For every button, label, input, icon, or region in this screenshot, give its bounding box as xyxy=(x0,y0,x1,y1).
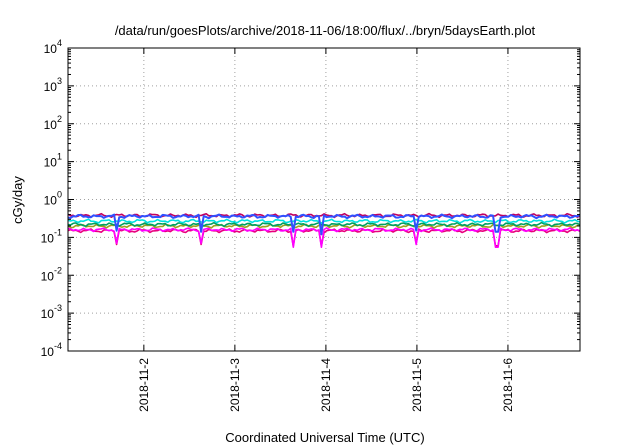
y-tick-exponent: -2 xyxy=(54,265,62,275)
y-tick-base: 10 xyxy=(41,307,55,321)
y-tick-exponent: 0 xyxy=(57,190,62,200)
y-tick-label: 10-4 xyxy=(41,341,62,359)
x-axis-label: Coordinated Universal Time (UTC) xyxy=(225,430,424,445)
y-tick-exponent: -3 xyxy=(54,303,62,313)
series-layer xyxy=(67,212,581,248)
series-line xyxy=(67,213,581,236)
y-tick-exponent: 2 xyxy=(57,114,62,124)
y-tick-label: 10-2 xyxy=(41,265,62,283)
y-tick-base: 10 xyxy=(41,345,55,359)
y-tick-base: 10 xyxy=(41,269,55,283)
chart-title: /data/run/goesPlots/archive/2018-11-06/1… xyxy=(115,23,536,38)
y-tick-base: 10 xyxy=(44,118,58,132)
y-tick-base: 10 xyxy=(44,194,58,208)
y-tick-exponent: -1 xyxy=(54,227,62,237)
x-tick-label: 2018-11-6 xyxy=(501,358,515,412)
y-tick-base: 10 xyxy=(44,80,58,94)
y-axis-label: cGy/day xyxy=(10,176,25,224)
y-tick-exponent: 1 xyxy=(57,152,62,162)
y-tick-label: 10-3 xyxy=(41,303,62,321)
y-tick-label: 101 xyxy=(44,152,62,170)
y-tick-label: 10-1 xyxy=(41,227,62,245)
x-tick-label: 2018-11-2 xyxy=(137,358,151,412)
x-tick-label: 2018-11-5 xyxy=(410,358,424,412)
grid xyxy=(68,48,580,351)
x-tick-label: 2018-11-3 xyxy=(228,358,242,412)
y-tick-base: 10 xyxy=(44,42,58,56)
y-tick-base: 10 xyxy=(44,156,58,170)
y-tick-exponent: 3 xyxy=(57,76,62,86)
y-tick-label: 100 xyxy=(44,190,62,208)
series-line xyxy=(67,227,581,248)
ticks xyxy=(68,47,580,352)
y-tick-base: 10 xyxy=(41,231,55,245)
y-tick-label: 103 xyxy=(44,76,62,94)
y-tick-exponent: -4 xyxy=(54,341,62,351)
y-tick-label: 104 xyxy=(44,38,62,56)
y-tick-exponent: 4 xyxy=(57,38,62,48)
x-tick-labels: 2018-11-2 2018-11-3 2018-11-4 2018-11-5 2018… xyxy=(137,358,515,412)
y-tick-label: 102 xyxy=(44,114,62,132)
series-line xyxy=(67,212,581,219)
x-tick-label: 2018-11-4 xyxy=(319,358,333,412)
